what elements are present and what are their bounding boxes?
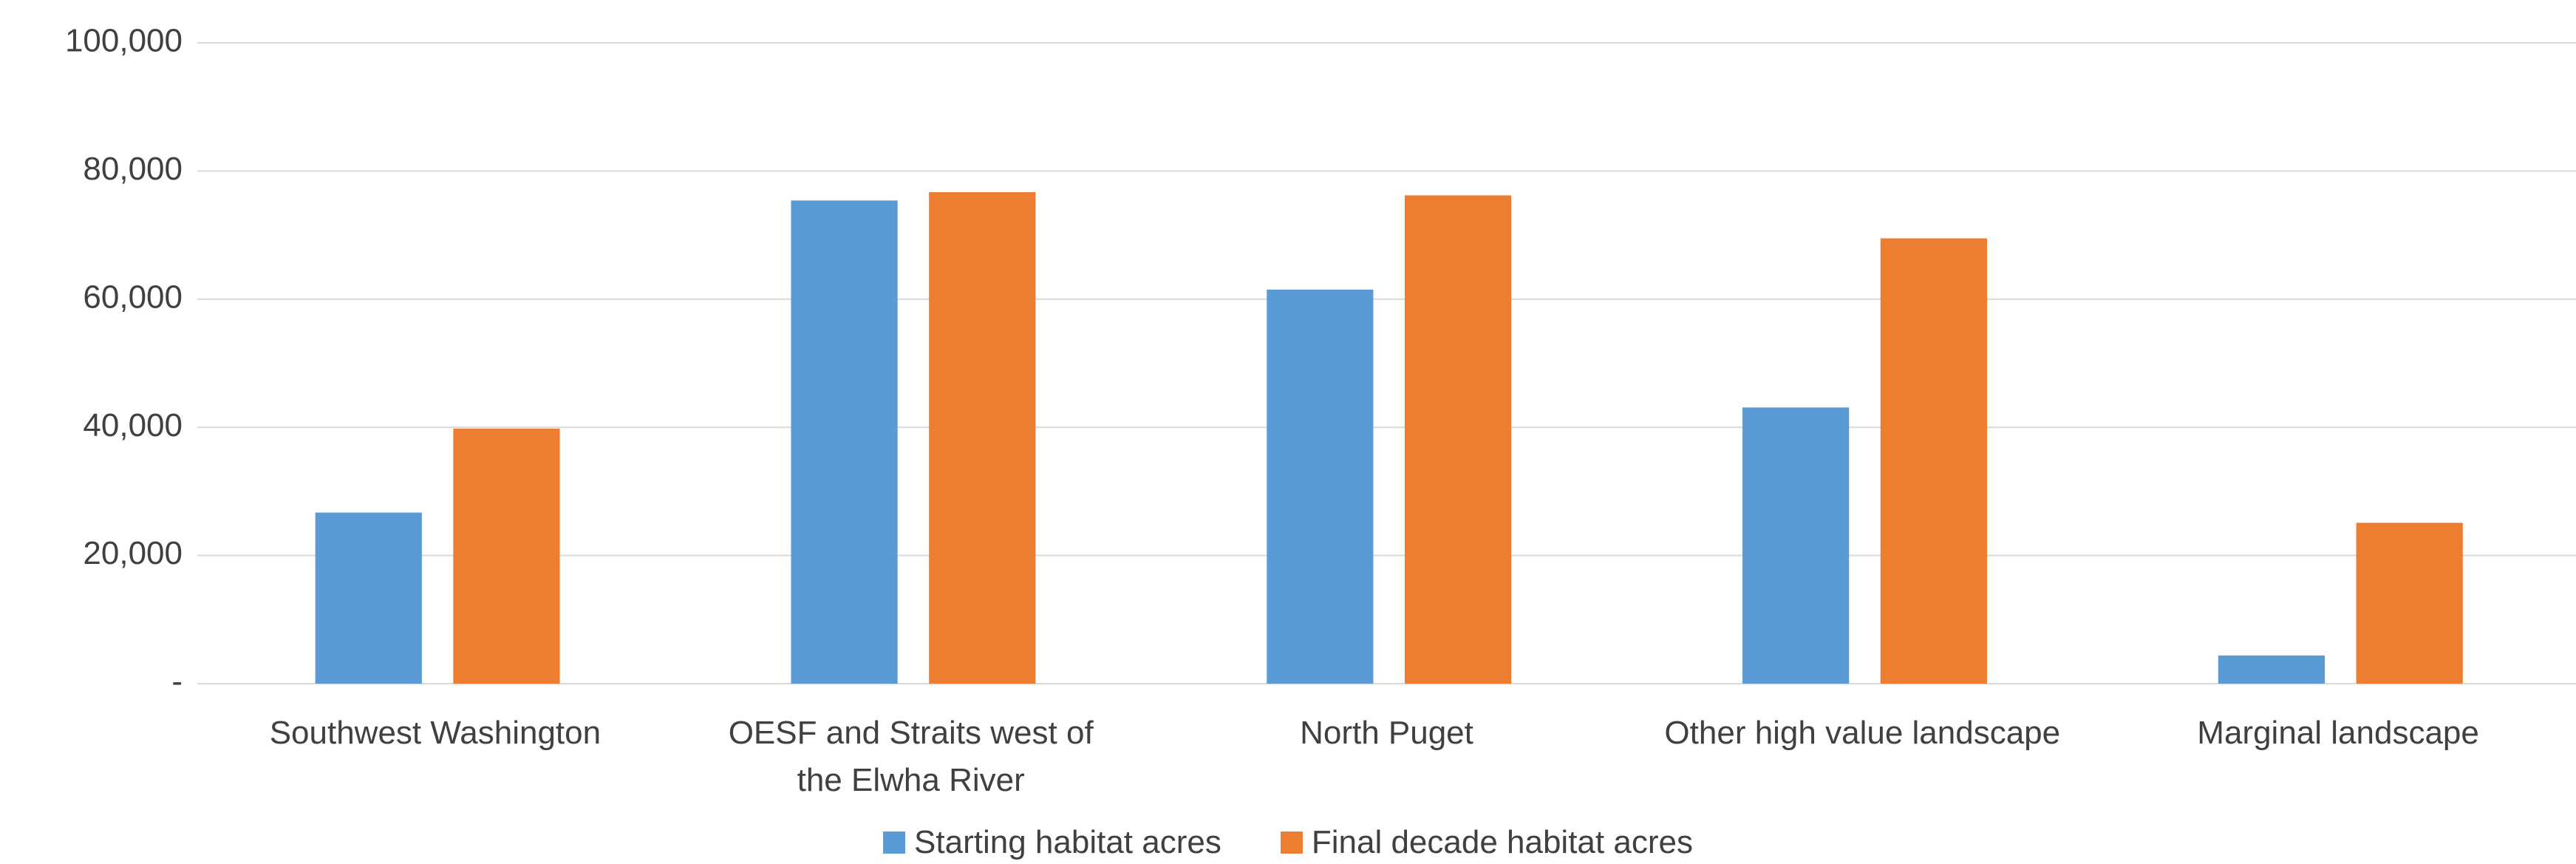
legend: Starting habitat acres Final decade habit… — [0, 824, 2576, 861]
bar — [2218, 655, 2325, 684]
y-tick-label: 60,000 — [83, 279, 183, 315]
bar — [791, 200, 898, 684]
legend-label: Starting habitat acres — [914, 824, 1221, 860]
legend-item: Starting habitat acres — [883, 824, 1221, 861]
y-tick-label: 80,000 — [83, 151, 183, 187]
y-tick-label: 20,000 — [83, 535, 183, 571]
bar — [1880, 238, 1987, 684]
bar — [2356, 523, 2463, 684]
x-tick-label: OESF and Straits west of the Elwha River — [728, 715, 1094, 798]
y-tick-label: 100,000 — [65, 23, 183, 59]
x-tick-label: North Puget — [1300, 715, 1473, 751]
bar — [1742, 407, 1850, 684]
bar — [315, 512, 422, 684]
y-tick-label: 40,000 — [83, 407, 183, 443]
bar — [1267, 289, 1374, 684]
bar — [1404, 195, 1512, 684]
legend-item: Final decade habitat acres — [1280, 824, 1693, 861]
legend-label: Final decade habitat acres — [1311, 824, 1693, 860]
x-tick-label: Other high value landscape — [1664, 715, 2061, 751]
legend-swatch — [883, 831, 906, 854]
x-tick-label: Marginal landscape — [2197, 715, 2479, 751]
legend-swatch — [1280, 831, 1303, 854]
bar — [453, 428, 560, 684]
bar — [929, 192, 1036, 684]
x-tick-label: Southwest Washington — [269, 715, 602, 751]
y-tick-label: - — [171, 664, 183, 700]
